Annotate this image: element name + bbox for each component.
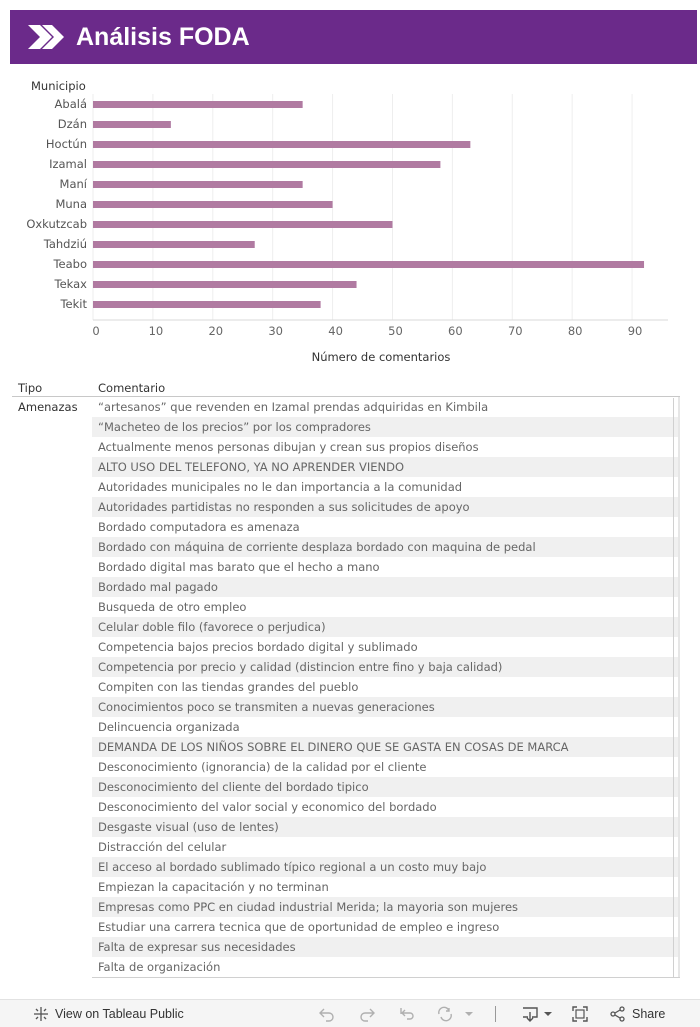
table-divider [673, 398, 674, 978]
download-icon [523, 1007, 538, 1022]
bar [93, 161, 441, 168]
x-tick-label: 50 [388, 324, 403, 338]
share-label: Share [632, 1007, 666, 1021]
fullscreen-icon [572, 1006, 588, 1022]
table-row[interactable]: Bordado con máquina de corriente desplaz… [92, 537, 678, 557]
toolbar-separator [495, 1000, 496, 1027]
bar [93, 301, 321, 308]
category-label: Oxkutzcab [26, 217, 87, 231]
redo-icon [360, 1008, 375, 1022]
table-row[interactable]: Bordado computadora es amenaza [98, 520, 300, 534]
y-axis-title: Municipio [31, 79, 86, 93]
table-row[interactable]: Empiezan la capacitación y no terminan [98, 880, 329, 894]
category-label: Tekit [59, 297, 87, 311]
bar [93, 261, 645, 268]
category-label: Dzán [58, 117, 87, 131]
table-row[interactable]: Empresas como PPC en ciudad industrial M… [92, 897, 678, 917]
x-tick-label: 90 [628, 324, 643, 338]
bar [93, 221, 393, 228]
table-row[interactable]: Competencia por precio y calidad (distin… [92, 657, 678, 677]
column-header-tipo[interactable]: Tipo [18, 381, 43, 395]
bar [93, 121, 171, 128]
table-row[interactable]: DEMANDA DE LOS NIÑOS SOBRE EL DINERO QUE… [92, 737, 678, 757]
bar-chart: Municipio Abalá Dzán Hoctún Izamal Maní Muna Ox… [26, 79, 668, 364]
x-tick-label: 70 [508, 324, 523, 338]
chevron-down-icon [544, 1012, 552, 1016]
undo-button[interactable] [318, 1000, 336, 1027]
comments-table: Tipo Comentario Amenazas “artesanos” que… [12, 378, 680, 980]
x-tick-label: 40 [328, 324, 343, 338]
column-header-comentario[interactable]: Comentario [98, 381, 166, 395]
category-label: Muna [55, 197, 87, 211]
table-row[interactable]: Actualmente menos personas dibujan y cre… [98, 440, 479, 454]
double-chevron-icon [28, 25, 64, 49]
group-label: Amenazas [18, 400, 78, 414]
fullscreen-button[interactable] [571, 1000, 589, 1027]
header-banner: Análisis FODA [10, 10, 697, 64]
download-button[interactable] [521, 1000, 553, 1027]
table-bottom-border [92, 977, 680, 978]
x-axis-title: Número de comentarios [312, 350, 451, 364]
table-row[interactable]: Busqueda de otro empleo [98, 600, 247, 614]
table-row[interactable]: Distracción del celular [98, 840, 227, 854]
table-scrollbar[interactable] [678, 397, 680, 977]
table-row[interactable]: Desgaste visual (uso de lentes) [92, 817, 678, 837]
table-row[interactable]: Conocimientos poco se transmiten a nueva… [92, 697, 678, 717]
category-label: Teabo [52, 257, 87, 271]
revert-icon [400, 1008, 414, 1020]
view-on-tableau-label: View on Tableau Public [55, 1007, 184, 1021]
bar [93, 281, 357, 288]
table-row[interactable]: “artesanos” que revenden en Izamal prend… [98, 400, 489, 414]
table-row[interactable]: Falta de expresar sus necesidades [92, 937, 678, 957]
table-row[interactable]: Celular doble filo (favorece o perjudica… [92, 617, 678, 637]
share-button[interactable]: Share [610, 1000, 665, 1027]
table-row[interactable]: Competencia bajos precios bordado digita… [98, 640, 418, 654]
category-label: Abalá [55, 97, 87, 111]
undo-icon [319, 1008, 334, 1022]
redo-button[interactable] [358, 1000, 376, 1027]
bar [93, 101, 303, 108]
category-label: Tekax [54, 277, 88, 291]
table-row[interactable]: Bordado mal pagado [92, 577, 678, 597]
category-label: Hoctún [46, 137, 87, 151]
category-label: Izamal [49, 157, 87, 171]
x-tick-label: 0 [92, 324, 99, 338]
page-title: Análisis FODA [76, 22, 250, 51]
refresh-icon [438, 1006, 452, 1022]
table-row[interactable]: Delincuencia organizada [98, 720, 240, 734]
x-tick-label: 30 [268, 324, 283, 338]
table-header: Tipo Comentario [12, 378, 680, 397]
pause-updates-button[interactable] [436, 1000, 474, 1027]
table-row[interactable]: Autoridades partidistas no responden a s… [92, 497, 678, 517]
category-label: Maní [60, 177, 88, 191]
table-row[interactable]: Estudiar una carrera tecnica que de opor… [98, 920, 500, 934]
bar [93, 181, 303, 188]
bar [93, 241, 255, 248]
x-tick-label: 10 [149, 324, 164, 338]
revert-button[interactable] [398, 1000, 416, 1027]
chevron-down-icon [465, 1012, 473, 1016]
share-icon [610, 1006, 625, 1022]
table-row[interactable]: Desconocimiento del valor social y econo… [98, 800, 437, 814]
table-row[interactable]: “Macheteo de los precios” por los compra… [92, 417, 678, 437]
table-row[interactable]: Compiten con las tiendas grandes del pue… [98, 680, 359, 694]
bar [93, 141, 471, 148]
tableau-logo-icon [34, 1007, 48, 1021]
table-row[interactable]: Desconocimiento (ignorancia) de la calid… [98, 760, 427, 774]
x-tick-label: 60 [448, 324, 463, 338]
table-row[interactable]: Autoridades municipales no le dan import… [98, 480, 463, 494]
x-tick-label: 80 [568, 324, 583, 338]
view-on-tableau-link[interactable]: View on Tableau Public [33, 1000, 184, 1027]
table-row[interactable]: El acceso al bordado sublimado típico re… [92, 857, 678, 877]
x-tick-label: 20 [208, 324, 223, 338]
tableau-toolbar: View on Tableau Public Share [0, 999, 700, 1027]
table-rows: “artesanos” que revenden en Izamal prend… [92, 397, 678, 977]
table-row[interactable]: ALTO USO DEL TELEFONO, YA NO APRENDER VI… [92, 457, 678, 477]
category-label: Tahdziú [43, 237, 87, 251]
bar [93, 201, 333, 208]
table-row[interactable]: Bordado digital mas barato que el hecho … [98, 560, 380, 574]
table-row[interactable]: Falta de organización [98, 960, 221, 974]
table-row[interactable]: Desconocimiento del cliente del bordado … [92, 777, 678, 797]
